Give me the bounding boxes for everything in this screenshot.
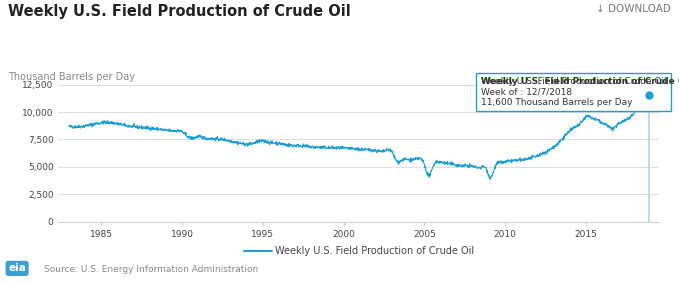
Text: Weekly U.S. Field Production of Crude Oil: Weekly U.S. Field Production of Crude Oi… bbox=[481, 77, 679, 86]
Text: Weekly U.S. Field Production of Crude Oil: Weekly U.S. Field Production of Crude Oi… bbox=[275, 246, 474, 256]
Text: Weekly U.S. Field Production of Crude Oil
Week of : 12/7/2018
11,600 Thousand Ba: Weekly U.S. Field Production of Crude Oi… bbox=[481, 77, 667, 107]
Text: Source: U.S. Energy Information Administration: Source: U.S. Energy Information Administ… bbox=[44, 265, 259, 274]
Text: Weekly U.S. Field Production of Crude Oil: Weekly U.S. Field Production of Crude Oi… bbox=[8, 4, 351, 19]
Text: eia: eia bbox=[8, 263, 26, 273]
Text: Thousand Barrels per Day: Thousand Barrels per Day bbox=[8, 72, 135, 82]
Text: ↓ DOWNLOAD: ↓ DOWNLOAD bbox=[596, 4, 671, 14]
